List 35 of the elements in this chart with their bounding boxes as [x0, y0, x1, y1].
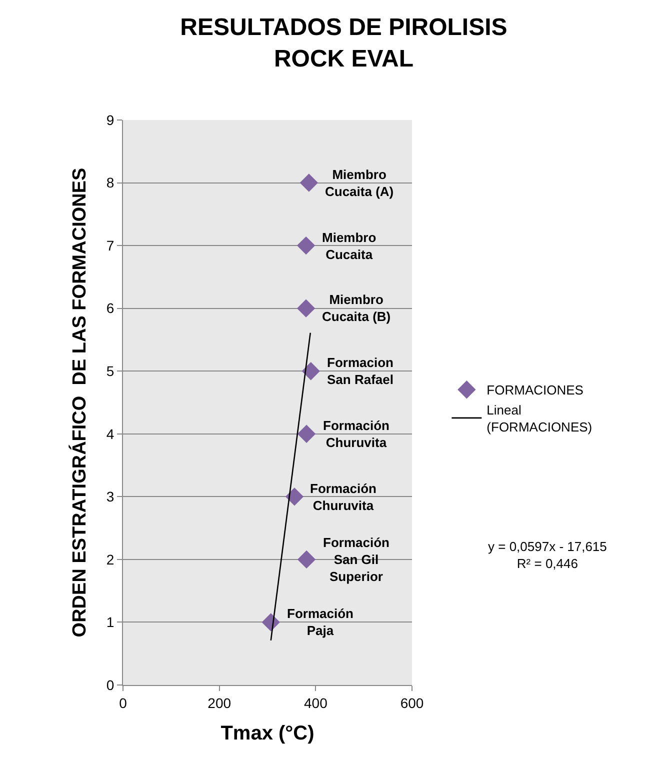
- annotation: Miembro Cucaita (A): [325, 167, 394, 199]
- point: [296, 236, 316, 255]
- y-tick-label: 1: [106, 614, 114, 630]
- point: [296, 299, 316, 318]
- point: [297, 550, 316, 569]
- point: [300, 174, 318, 192]
- y-tick-label: 8: [106, 174, 114, 191]
- annotation: Formacion San Rafael: [327, 355, 394, 387]
- annotation: Formación Paja: [287, 606, 354, 638]
- x-tick-label: 200: [208, 694, 232, 711]
- annotation: Miembro Cucaita (B): [322, 292, 391, 324]
- point: [285, 488, 304, 506]
- annotation: Miembro Cucaita: [322, 230, 376, 262]
- y-tick-label: 3: [106, 488, 114, 505]
- y-axis-title: ORDEN ESTRATIGRÁFICO DE LAS FORMACIONES: [68, 168, 90, 638]
- y-tick-label: 7: [106, 237, 114, 254]
- y-tick-label: 0: [106, 676, 114, 693]
- legend-label: FORMACIONES: [486, 382, 584, 398]
- y-tick-label: 9: [106, 112, 114, 128]
- y-tick-label: 6: [106, 300, 114, 316]
- y-tick-label: 4: [106, 426, 114, 442]
- annotation: Formación Churuvita: [323, 418, 390, 450]
- x-tick-label: 0: [119, 694, 128, 711]
- y-tick-label: 2: [106, 551, 114, 568]
- point: [297, 424, 316, 443]
- x-tick-label: 400: [304, 694, 328, 711]
- chart-title: RESULTADOS DE PIROLISIS ROCK EVAL: [180, 14, 508, 72]
- point: [302, 362, 320, 380]
- x-axis-title: Tmax (°C): [220, 722, 314, 744]
- legend-label: Lineal (FORMACIONES): [486, 402, 592, 434]
- annotation: Formación San Gil Superior: [323, 535, 390, 584]
- x-tick-label: 600: [400, 694, 424, 711]
- text: y = 0,0597x - 17,615 R² = 0,446: [488, 539, 607, 571]
- y-tick-label: 5: [106, 363, 114, 380]
- annotation: Formación Churuvita: [310, 481, 377, 513]
